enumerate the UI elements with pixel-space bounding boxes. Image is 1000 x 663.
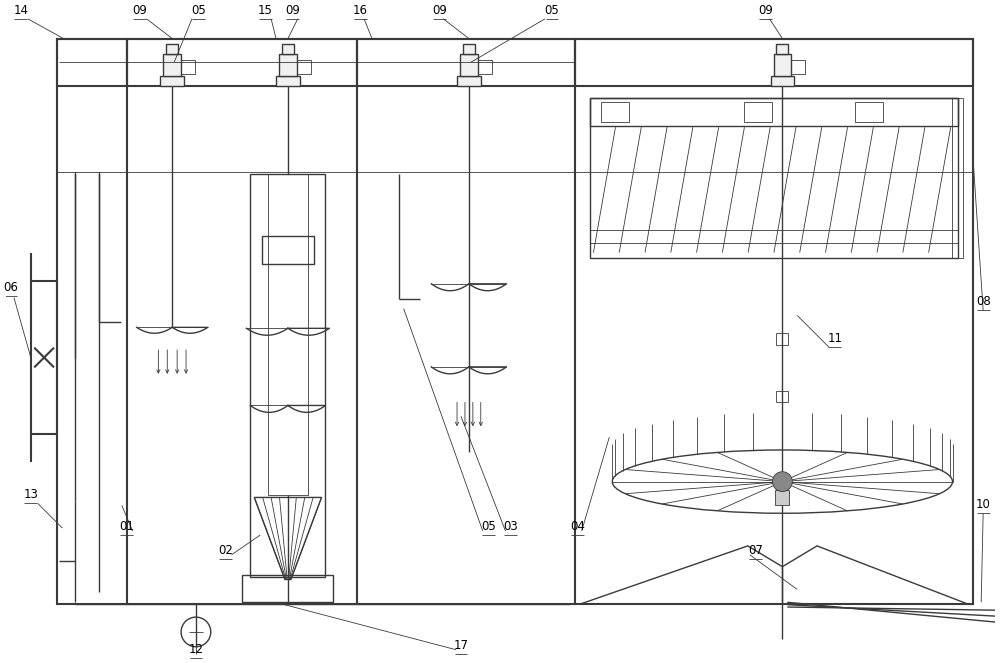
Bar <box>163 54 181 76</box>
Bar <box>279 54 297 76</box>
Circle shape <box>773 472 792 491</box>
Bar <box>268 174 308 495</box>
Bar <box>776 44 788 54</box>
Bar <box>775 475 789 487</box>
Text: 07: 07 <box>748 544 763 557</box>
Bar <box>31 281 57 434</box>
Text: 09: 09 <box>432 4 447 17</box>
Bar <box>357 38 575 86</box>
Text: 09: 09 <box>285 4 300 17</box>
Bar <box>590 98 958 125</box>
Text: 01: 01 <box>119 520 134 533</box>
Bar <box>463 44 475 54</box>
Text: 06: 06 <box>4 280 18 294</box>
Text: 05: 05 <box>192 4 206 17</box>
Bar <box>297 60 311 74</box>
Bar <box>601 102 629 121</box>
Bar <box>57 38 127 86</box>
Text: 12: 12 <box>188 642 203 656</box>
Text: 17: 17 <box>453 638 468 652</box>
Bar <box>776 333 788 345</box>
Text: 13: 13 <box>23 489 38 501</box>
Text: 05: 05 <box>481 520 496 533</box>
Bar <box>242 575 333 602</box>
Bar <box>457 76 481 86</box>
Text: 11: 11 <box>827 332 842 345</box>
Text: 05: 05 <box>545 4 559 17</box>
Text: 08: 08 <box>976 294 991 308</box>
Bar <box>160 76 184 86</box>
Bar <box>250 174 325 577</box>
Text: 14: 14 <box>13 4 28 17</box>
Bar <box>166 44 178 54</box>
Bar <box>181 60 195 74</box>
Text: 10: 10 <box>976 499 991 511</box>
Bar <box>791 60 805 74</box>
Text: 09: 09 <box>758 4 773 17</box>
Bar <box>775 489 789 505</box>
Bar <box>855 102 883 121</box>
Bar <box>590 98 958 258</box>
Bar <box>282 44 294 54</box>
Bar <box>776 391 788 402</box>
Bar <box>774 54 791 76</box>
Bar <box>262 236 314 264</box>
Text: 16: 16 <box>353 4 368 17</box>
Bar <box>771 76 794 86</box>
Text: 03: 03 <box>503 520 518 533</box>
Bar <box>127 38 357 86</box>
Text: 15: 15 <box>258 4 273 17</box>
Bar <box>276 76 300 86</box>
Bar <box>952 98 963 258</box>
Bar <box>478 60 492 74</box>
Bar <box>575 38 973 86</box>
Text: 02: 02 <box>218 544 233 557</box>
Text: 04: 04 <box>570 520 585 533</box>
Bar <box>57 38 973 604</box>
Bar <box>460 54 478 76</box>
Bar <box>744 102 772 121</box>
Text: 09: 09 <box>132 4 147 17</box>
